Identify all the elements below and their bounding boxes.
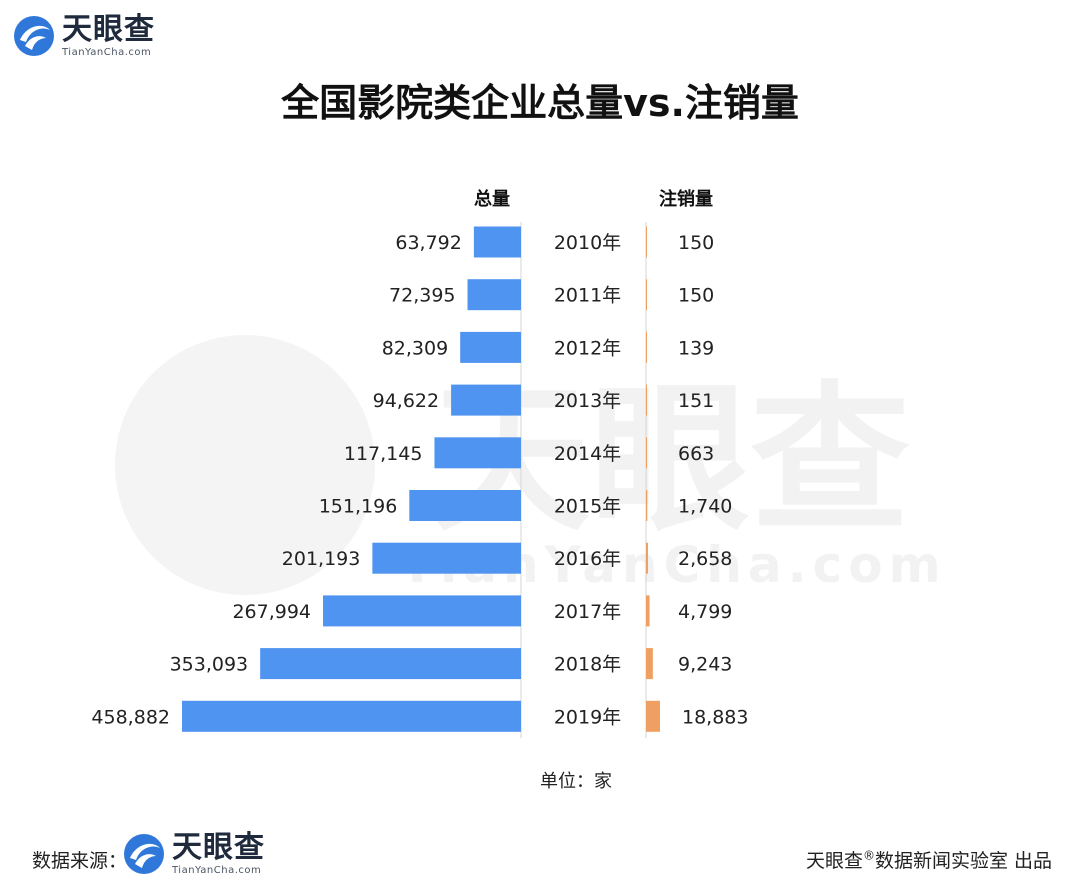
header-cancelled: 注销量 — [659, 189, 713, 210]
bar-total — [467, 279, 521, 311]
bar-cancelled — [646, 384, 647, 416]
bar-cancelled — [646, 437, 647, 469]
data-label-total: 72,395 — [389, 285, 455, 307]
logo-top: 天眼查 TianYanCha.com — [12, 14, 155, 58]
bar-total — [323, 595, 521, 627]
data-label-cancelled: 4,799 — [678, 601, 732, 623]
category-label: 2013年 — [554, 390, 621, 412]
bar-total — [372, 542, 521, 574]
registered-mark: ® — [862, 848, 875, 863]
category-label: 2016年 — [554, 548, 621, 570]
data-label-total: 94,622 — [373, 390, 439, 412]
logo-bottom: 天眼查 TianYanCha.com — [122, 832, 265, 876]
unit-label: 单位： — [540, 771, 594, 792]
tianyancha-logo-icon — [124, 834, 164, 874]
unit-note: 单位：家 — [540, 767, 612, 793]
logo-name-cn: 天眼查 — [172, 829, 265, 865]
credit: 天眼查®数据新闻实验室 出品 — [806, 846, 1052, 873]
bar-total — [460, 331, 521, 363]
data-label-total: 151,196 — [319, 496, 398, 518]
data-label-total: 117,145 — [344, 443, 423, 465]
bar-cancelled — [646, 648, 653, 680]
category-label: 2019年 — [554, 706, 621, 728]
source-label: 数据来源： — [32, 850, 128, 872]
unit-value: 家 — [594, 771, 612, 792]
data-label-cancelled: 2,658 — [678, 548, 732, 570]
bar-cancelled — [646, 331, 647, 363]
data-label-cancelled: 18,883 — [682, 706, 748, 728]
bar-cancelled — [646, 595, 650, 627]
data-label-total: 458,882 — [91, 706, 170, 728]
chart-title: 全国影院类企业总量vs.注销量 — [281, 81, 799, 125]
bar-cancelled — [646, 542, 648, 574]
bar-total — [409, 490, 521, 521]
category-label: 2010年 — [554, 232, 621, 254]
credit-prefix: 天眼查 — [805, 850, 863, 872]
data-label-cancelled: 150 — [678, 285, 714, 307]
logo-name-en: TianYanCha.com — [172, 864, 262, 876]
data-label-total: 267,994 — [232, 601, 311, 623]
bar-total — [260, 648, 521, 680]
bar-cancelled — [646, 490, 648, 521]
bar-cancelled — [646, 226, 647, 258]
bar-total — [473, 226, 521, 258]
bar-total — [451, 384, 521, 416]
category-label: 2014年 — [554, 443, 621, 465]
data-label-total: 353,093 — [170, 654, 249, 676]
category-label: 2018年 — [554, 654, 621, 676]
data-label-cancelled: 151 — [678, 390, 714, 412]
logo-name-en: TianYanCha.com — [62, 46, 152, 58]
category-label: 2011年 — [554, 285, 621, 307]
data-label-cancelled: 150 — [678, 232, 714, 254]
data-label-total: 201,193 — [282, 548, 361, 570]
credit-suffix: 数据新闻实验室 出品 — [874, 850, 1052, 872]
category-label: 2015年 — [554, 496, 621, 518]
data-label-cancelled: 663 — [678, 443, 714, 465]
data-label-total: 82,309 — [382, 337, 448, 359]
bar-cancelled — [646, 279, 647, 311]
tianyancha-logo-icon — [14, 16, 54, 56]
data-label-cancelled: 1,740 — [678, 496, 732, 518]
bar-cancelled — [646, 700, 660, 732]
category-label: 2017年 — [554, 601, 621, 623]
bar-total — [182, 700, 521, 732]
header-total: 总量 — [474, 189, 510, 210]
bar-total — [434, 437, 521, 469]
data-label-cancelled: 139 — [678, 337, 714, 359]
logo-name-cn: 天眼查 — [62, 11, 155, 47]
data-label-cancelled: 9,243 — [678, 654, 732, 676]
data-label-total: 63,792 — [395, 232, 461, 254]
category-label: 2012年 — [554, 337, 621, 359]
